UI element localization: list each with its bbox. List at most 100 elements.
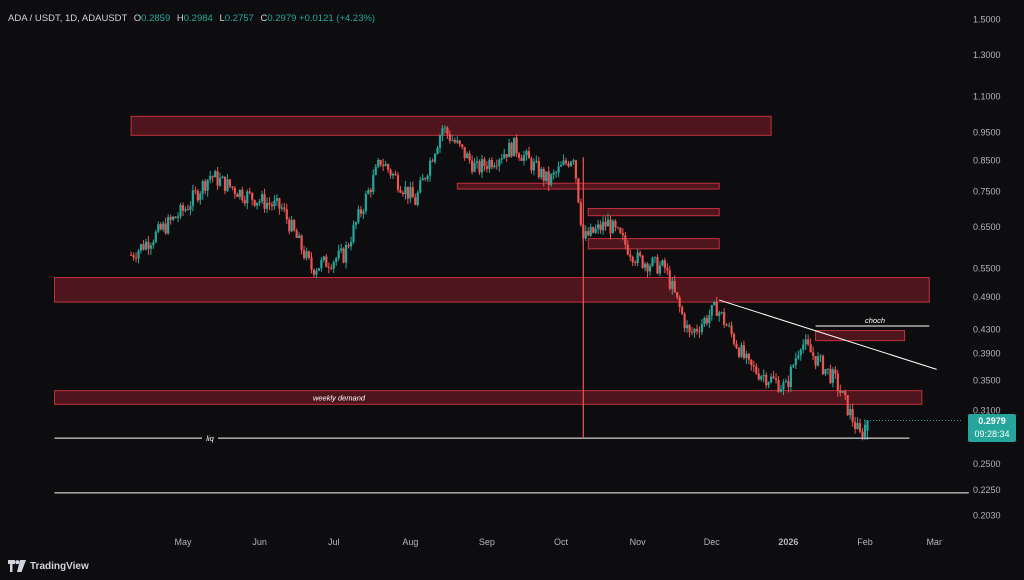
candle-body bbox=[715, 301, 718, 316]
candle-body bbox=[283, 207, 286, 210]
y-tick-label: 0.3100 bbox=[973, 406, 1001, 416]
candle-body bbox=[678, 297, 681, 308]
candle-body bbox=[157, 224, 160, 232]
candle-body bbox=[503, 154, 506, 159]
bar-countdown: 09:28:34 bbox=[974, 429, 1010, 439]
candle-body bbox=[199, 193, 202, 201]
zone-box[interactable] bbox=[456, 182, 720, 190]
candle-body bbox=[243, 200, 246, 204]
candle-body bbox=[750, 359, 753, 366]
candle-body bbox=[421, 178, 424, 181]
candle-body bbox=[562, 160, 565, 165]
candle-body bbox=[812, 352, 815, 356]
candle-body bbox=[802, 344, 805, 350]
candle-body bbox=[863, 424, 867, 437]
candle-body bbox=[312, 269, 316, 275]
candle-body bbox=[789, 366, 792, 387]
candle-body bbox=[584, 231, 587, 239]
candle-body bbox=[347, 244, 350, 247]
candle-body bbox=[797, 355, 800, 359]
candles-layer bbox=[130, 125, 869, 441]
candle-body bbox=[819, 355, 822, 357]
candle-body bbox=[829, 368, 832, 383]
candle-body bbox=[784, 381, 788, 383]
candle-body bbox=[448, 134, 451, 141]
candle-body bbox=[364, 194, 367, 212]
candle-body bbox=[236, 193, 239, 197]
candle-body bbox=[204, 181, 207, 191]
candle-body bbox=[683, 313, 686, 329]
x-tick-label: May bbox=[174, 537, 192, 547]
candle-body bbox=[643, 263, 647, 268]
candle-body bbox=[762, 374, 765, 377]
candle-body bbox=[231, 186, 234, 188]
trendline[interactable] bbox=[719, 299, 937, 370]
candle-body bbox=[335, 258, 338, 262]
low-label: L bbox=[219, 13, 225, 24]
candle-body bbox=[144, 241, 148, 250]
candle-body bbox=[844, 391, 847, 396]
time-axis[interactable]: May Jun Jul Aug Sep Oct Nov Dec 2026 Feb Mar bbox=[174, 537, 941, 547]
candle-body bbox=[858, 423, 862, 432]
candle-body bbox=[735, 343, 738, 349]
candle-body bbox=[214, 171, 217, 178]
candle-body bbox=[572, 160, 575, 162]
candle-body bbox=[807, 339, 810, 345]
tradingview-logo[interactable]: TradingView bbox=[8, 557, 89, 575]
candle-body bbox=[162, 223, 165, 230]
candle-body bbox=[211, 176, 214, 178]
candle-body bbox=[404, 186, 407, 195]
candle-body bbox=[263, 194, 266, 209]
candle-body bbox=[317, 268, 321, 271]
high-label: H bbox=[176, 13, 184, 24]
zone-box[interactable] bbox=[54, 390, 923, 405]
candle-body bbox=[663, 260, 666, 269]
candle-body bbox=[569, 161, 573, 167]
candle-body bbox=[337, 250, 340, 259]
candle-body bbox=[517, 153, 521, 158]
candle-body bbox=[382, 164, 385, 166]
symbol-title[interactable]: ADA / USDT, 1D, ADAUSDT bbox=[8, 13, 128, 24]
candle-body bbox=[352, 224, 355, 243]
zone-box[interactable] bbox=[130, 115, 772, 136]
zone-box[interactable] bbox=[587, 238, 720, 250]
close-label: C bbox=[260, 13, 268, 24]
price-axis[interactable]: 1.5000 1.3000 1.1000 0.9500 0.8500 0.7500 0.65… bbox=[973, 14, 1001, 520]
zone-box[interactable] bbox=[54, 277, 930, 303]
candle-body bbox=[658, 265, 662, 274]
candle-body bbox=[836, 373, 839, 391]
x-tick-label: 2026 bbox=[778, 537, 798, 547]
tradingview-logo-icon bbox=[8, 560, 26, 572]
candle-body bbox=[322, 256, 325, 261]
zone-box[interactable] bbox=[815, 330, 906, 342]
candle-body bbox=[646, 263, 649, 272]
candle-body bbox=[834, 369, 837, 374]
last-price-value: 0.2979 bbox=[978, 416, 1006, 426]
candle-body bbox=[537, 160, 540, 178]
candle-body bbox=[475, 161, 479, 163]
candle-body bbox=[379, 159, 382, 165]
candle-body bbox=[604, 221, 607, 227]
candle-body bbox=[374, 166, 377, 175]
candle-body bbox=[433, 153, 437, 162]
candle-body bbox=[809, 344, 812, 353]
candle-body bbox=[414, 197, 417, 205]
candle-body bbox=[606, 219, 610, 227]
candle-body bbox=[406, 186, 409, 199]
candle-body bbox=[695, 329, 699, 332]
candle-body bbox=[253, 199, 256, 206]
zones-layer: weekly demand bbox=[54, 115, 930, 405]
candle-body bbox=[673, 281, 676, 293]
candle-body bbox=[248, 191, 251, 193]
candle-body bbox=[559, 164, 563, 167]
candle-body bbox=[579, 202, 582, 225]
candle-body bbox=[629, 254, 632, 257]
candle-body bbox=[527, 151, 531, 159]
candle-body bbox=[438, 135, 442, 148]
candle-body bbox=[587, 231, 590, 236]
zone-box[interactable] bbox=[587, 207, 720, 217]
candle-body bbox=[426, 175, 429, 180]
y-tick-label: 0.3900 bbox=[973, 349, 1001, 359]
candle-body bbox=[137, 250, 140, 259]
